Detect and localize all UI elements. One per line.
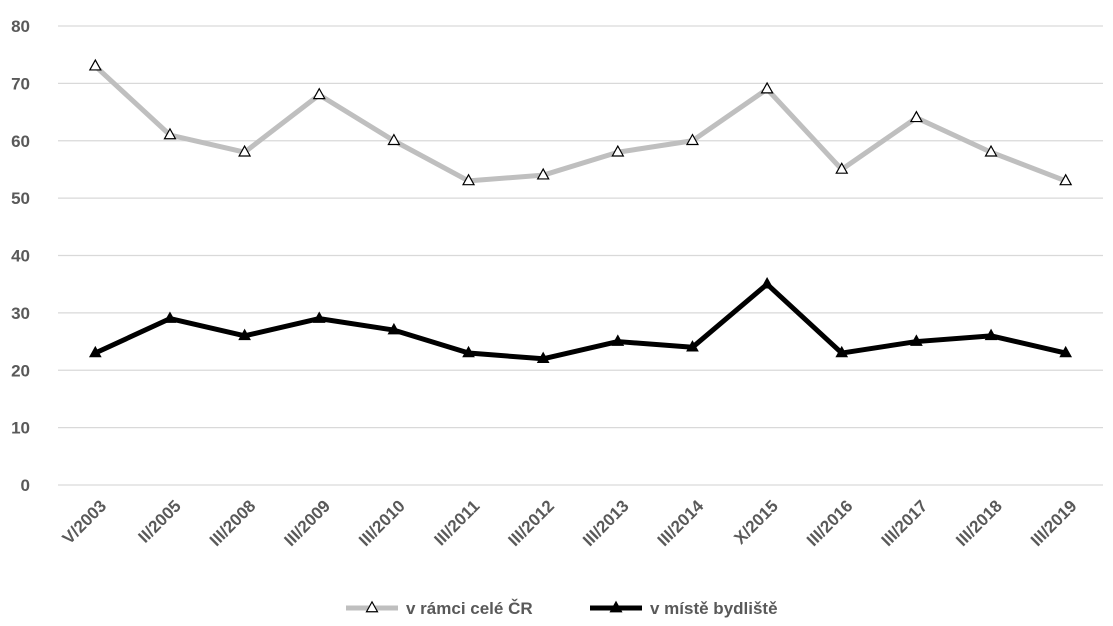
x-tick-label: III/2013 [579, 496, 633, 550]
x-tick-label: III/2017 [878, 496, 932, 550]
x-tick-label: III/2019 [1027, 496, 1081, 550]
data-point [462, 173, 476, 186]
legend: v rámci celé ČR v místě bydliště [346, 599, 778, 618]
data-point [536, 167, 550, 180]
data-point [1059, 173, 1073, 186]
x-tick-label: III/2016 [803, 496, 857, 550]
data-point [686, 340, 699, 352]
data-point [760, 277, 774, 289]
y-tick-label: 0 [21, 476, 30, 495]
x-tick-label: III/2008 [206, 496, 260, 550]
series-line [94, 281, 1067, 362]
data-point [387, 133, 401, 146]
y-tick-label: 60 [11, 132, 30, 151]
data-point [163, 127, 177, 140]
series-lines [88, 58, 1073, 364]
data-point [984, 328, 998, 341]
data-point [238, 144, 252, 157]
legend-item: v rámci celé ČR [346, 599, 533, 618]
data-point [312, 87, 326, 100]
data-point [88, 345, 102, 358]
y-tick-label: 40 [11, 247, 30, 266]
legend-label: v místě bydliště [650, 599, 778, 618]
data-point [462, 345, 475, 358]
gridlines [58, 25, 1103, 486]
data-point [163, 311, 177, 323]
data-point [88, 58, 102, 71]
data-point [1059, 345, 1073, 358]
data-point [984, 144, 998, 157]
y-tick-label: 20 [11, 361, 30, 380]
data-point [611, 144, 625, 157]
legend-label: v rámci celé ČR [406, 599, 533, 618]
series-line [93, 64, 1067, 184]
x-tick-label: X/2015 [730, 496, 782, 548]
x-tick-label: III/2011 [430, 496, 483, 549]
data-point [835, 345, 849, 358]
y-tick-label: 10 [11, 419, 30, 438]
legend-marker [365, 600, 379, 613]
y-tick-label: 30 [11, 304, 30, 323]
data-point [685, 133, 699, 146]
data-point [760, 81, 774, 94]
series-1 [88, 58, 1073, 186]
legend-item: v místě bydliště [590, 599, 778, 618]
y-axis-ticks: 0 10 20 30 40 50 60 70 80 [11, 17, 30, 495]
data-point [910, 334, 923, 346]
x-tick-label: II/2005 [135, 496, 185, 546]
data-point [238, 328, 251, 341]
x-tick-label: III/2012 [504, 496, 558, 550]
data-point [312, 311, 326, 323]
y-tick-label: 80 [11, 17, 30, 36]
x-axis-ticks: V/2003 II/2005 III/2008 III/2009 III/2010 III… [59, 496, 1081, 550]
legend-marker [609, 600, 623, 613]
data-point [536, 351, 550, 364]
y-tick-label: 50 [11, 189, 30, 208]
x-tick-label: III/2018 [952, 496, 1006, 550]
x-tick-label: V/2003 [59, 496, 111, 548]
data-point [387, 322, 401, 335]
data-point [835, 162, 849, 174]
x-tick-label: III/2014 [654, 496, 708, 550]
data-point [909, 110, 923, 123]
y-tick-label: 70 [11, 74, 30, 93]
data-point [611, 334, 625, 346]
series-2 [88, 277, 1073, 364]
x-tick-label: III/2010 [355, 496, 409, 550]
x-tick-label: III/2009 [281, 496, 335, 550]
